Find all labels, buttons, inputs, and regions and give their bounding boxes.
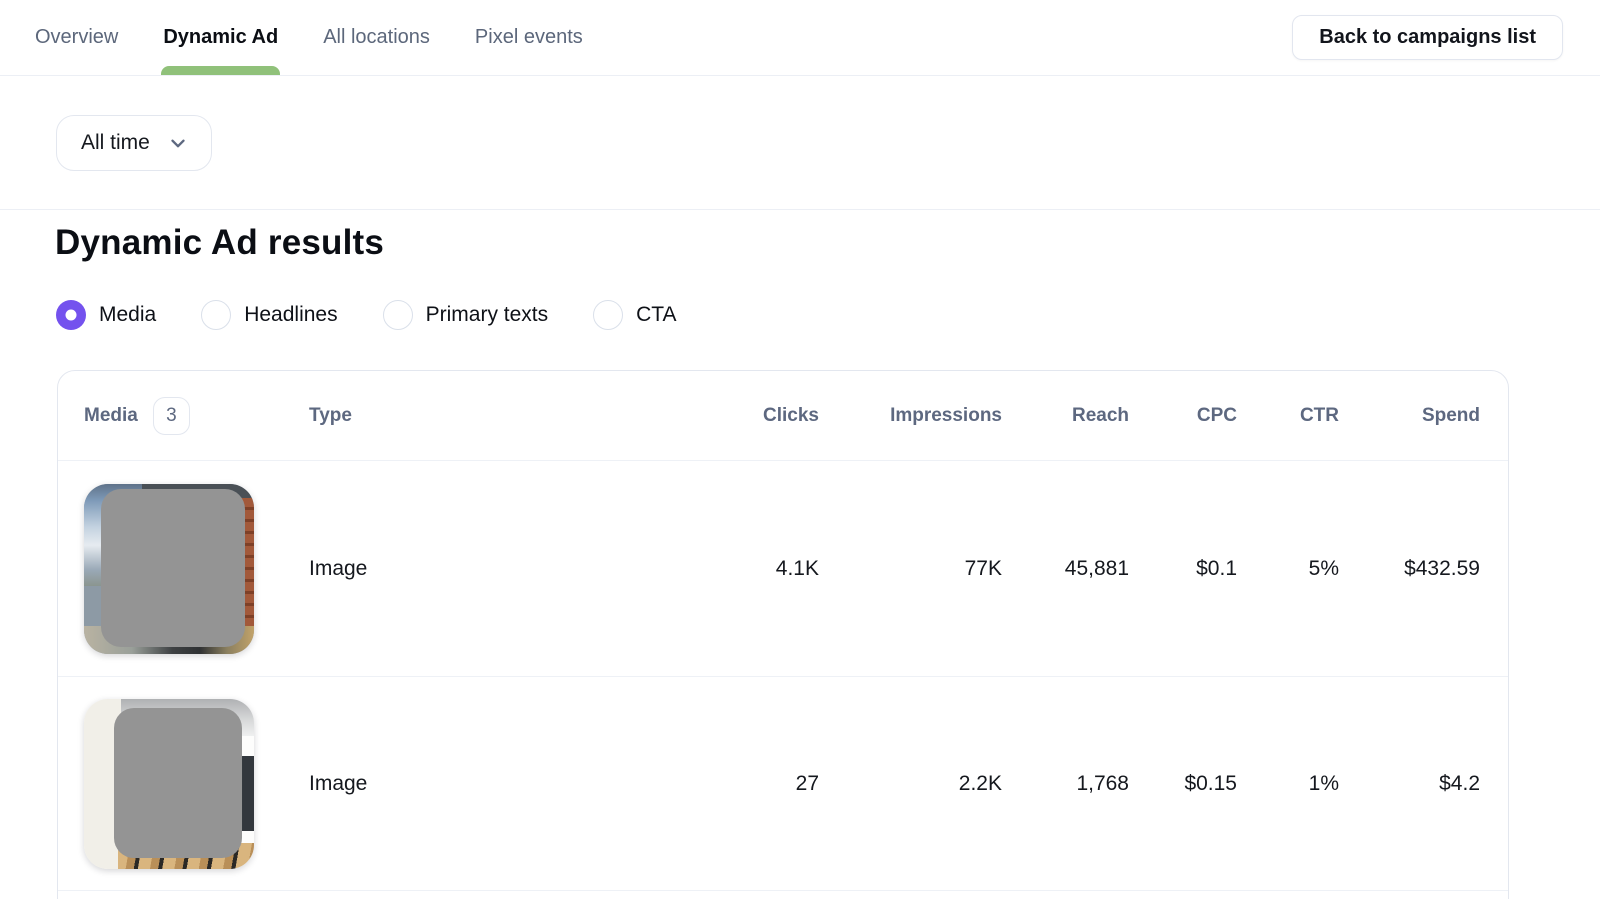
impressions-cell: 77K bbox=[964, 556, 1002, 580]
column-header-impressions: Impressions bbox=[890, 404, 1002, 426]
table-row[interactable]: Image 4.1K 77K 45,881 $0.1 5% $432.59 bbox=[58, 461, 1508, 677]
clicks-cell: 4.1K bbox=[775, 556, 819, 580]
impressions-cell: 2.2K bbox=[958, 771, 1002, 795]
radio-headlines[interactable]: Headlines bbox=[201, 300, 338, 330]
radio-primary-texts-label: Primary texts bbox=[425, 303, 549, 326]
cpc-cell: $0.15 bbox=[1184, 771, 1237, 795]
column-header-media: Media 3 bbox=[84, 396, 309, 435]
column-header-type: Type bbox=[309, 404, 352, 426]
tab-pixel-events[interactable]: Pixel events bbox=[475, 0, 583, 75]
tab-pixel-events-label: Pixel events bbox=[474, 26, 583, 48]
radio-primary-texts-circle[interactable] bbox=[382, 300, 413, 330]
radio-media[interactable]: Media bbox=[56, 300, 156, 330]
ctr-cell: 5% bbox=[1308, 556, 1339, 580]
redaction-overlay bbox=[101, 488, 245, 647]
column-header-clicks: Clicks bbox=[763, 404, 819, 426]
column-header-cpc: CPC bbox=[1196, 404, 1237, 426]
radio-cta-label: CTA bbox=[636, 303, 677, 326]
spend-cell: $432.59 bbox=[1404, 556, 1480, 580]
campaign-tabs: Overview Dynamic Ad All locations Pixel … bbox=[35, 0, 583, 75]
media-count-badge: 3 bbox=[152, 396, 190, 435]
column-header-ctr: CTR bbox=[1299, 404, 1339, 426]
time-range-value: All time bbox=[81, 130, 150, 154]
redaction-overlay bbox=[114, 707, 242, 858]
media-header-label: Media bbox=[84, 404, 138, 426]
table-header-row: Media 3 Type Clicks Impressions Reach CP… bbox=[58, 371, 1508, 461]
radio-headlines-circle[interactable] bbox=[201, 300, 232, 330]
radio-cta-circle[interactable] bbox=[593, 300, 624, 330]
tab-dynamic-ad[interactable]: Dynamic Ad bbox=[161, 0, 281, 75]
dynamic-ad-results-section: Dynamic Ad results Media Headlines Prima… bbox=[0, 223, 1600, 899]
top-nav-bar: Overview Dynamic Ad All locations Pixel … bbox=[0, 0, 1600, 76]
ad-media-thumbnail[interactable] bbox=[84, 698, 254, 869]
chevron-down-icon bbox=[167, 132, 189, 154]
ctr-cell: 1% bbox=[1308, 771, 1339, 795]
active-tab-underline bbox=[161, 66, 281, 75]
filter-bar: All time bbox=[0, 76, 1600, 210]
radio-media-label: Media bbox=[99, 303, 157, 326]
column-header-reach: Reach bbox=[1071, 404, 1129, 426]
type-cell: Image bbox=[309, 556, 368, 580]
tab-overview[interactable]: Overview bbox=[35, 0, 118, 75]
radio-cta[interactable]: CTA bbox=[593, 300, 677, 330]
tab-dynamic-ad-label: Dynamic Ad bbox=[163, 26, 279, 48]
clicks-cell: 27 bbox=[795, 771, 819, 795]
back-to-campaigns-button[interactable]: Back to campaigns list bbox=[1292, 15, 1563, 60]
radio-headlines-label: Headlines bbox=[244, 303, 338, 326]
results-table: Media 3 Type Clicks Impressions Reach CP… bbox=[57, 370, 1509, 899]
radio-media-circle[interactable] bbox=[56, 300, 86, 330]
type-cell: Image bbox=[309, 771, 368, 795]
tab-overview-label: Overview bbox=[35, 26, 119, 48]
page-title: Dynamic Ad results bbox=[55, 223, 385, 262]
reach-cell: 1,768 bbox=[1076, 771, 1129, 795]
result-type-radio-group: Media Headlines Primary texts CTA bbox=[56, 300, 1600, 330]
reach-cell: 45,881 bbox=[1064, 556, 1129, 580]
table-row-clipped bbox=[58, 891, 1508, 899]
ad-media-thumbnail[interactable] bbox=[84, 483, 254, 654]
cpc-cell: $0.1 bbox=[1196, 556, 1237, 580]
spend-cell: $4.2 bbox=[1439, 771, 1480, 795]
tab-all-locations[interactable]: All locations bbox=[323, 0, 430, 75]
tab-all-locations-label: All locations bbox=[323, 26, 430, 48]
radio-primary-texts[interactable]: Primary texts bbox=[382, 300, 549, 330]
time-range-dropdown[interactable]: All time bbox=[56, 114, 212, 171]
media-cell bbox=[84, 483, 309, 654]
table-row[interactable]: Image 27 2.2K 1,768 $0.15 1% $4.2 bbox=[58, 677, 1508, 891]
column-header-spend: Spend bbox=[1421, 404, 1480, 426]
media-cell bbox=[84, 698, 309, 869]
